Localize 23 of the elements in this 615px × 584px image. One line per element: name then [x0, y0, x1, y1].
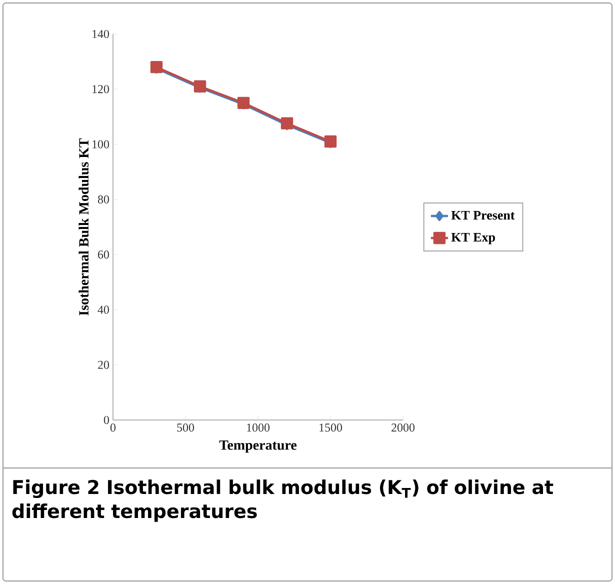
y-tick-label: 100 — [92, 140, 110, 148]
point — [280, 117, 294, 130]
point — [237, 96, 250, 110]
y-tick-label: 40 — [98, 306, 110, 314]
y-axis-title: Isothermal Bulk Modulus KT — [78, 138, 89, 316]
chart-title: Figure 2 Isothermal bulk modulus (K$_{T}$) of olivine at different temperatures — [12, 480, 554, 522]
y-tick-label: 60 — [98, 250, 110, 259]
x-tick-label: 1000 — [247, 424, 270, 432]
x-tick-label: 2000 — [392, 424, 415, 432]
x-tick-label: 0 — [110, 424, 116, 432]
y-tick-label: 20 — [98, 360, 110, 369]
y-tick-label: 140 — [92, 30, 110, 38]
legend-label: KT Present — [451, 210, 515, 220]
point — [194, 80, 206, 92]
point — [150, 60, 163, 74]
point — [324, 135, 337, 148]
x-tick-label: 500 — [177, 424, 194, 432]
y-tick-label: 120 — [92, 85, 110, 94]
legend-label: KT Exp — [451, 232, 495, 244]
y-tick-label: 0 — [104, 416, 110, 424]
x-tick-label: 1500 — [320, 424, 342, 432]
y-tick-label: 80 — [98, 195, 110, 204]
x-axis-title: Temperature — [219, 440, 297, 453]
